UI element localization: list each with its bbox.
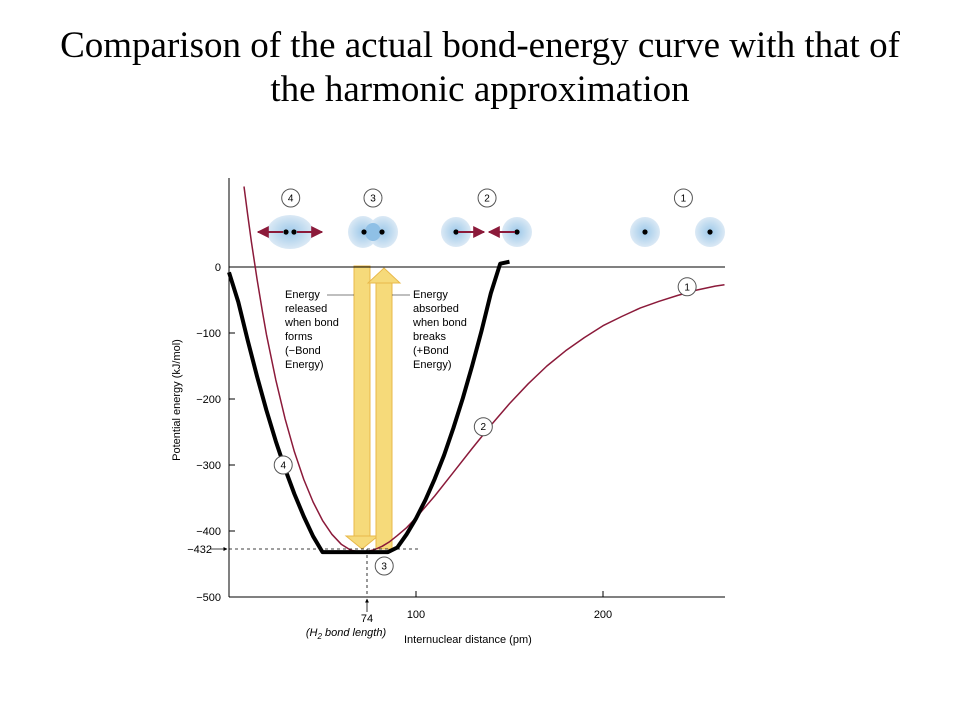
- y-axis-title: Potential energy (kJ/mol): [171, 339, 183, 461]
- bond-overlap: [365, 223, 381, 241]
- energy-absorbed-note: Energy absorbed when bond breaks (+Bond …: [412, 289, 470, 371]
- axes: 0 −100 −200 −300 −400 −500 100 200 Potential e…: [171, 178, 725, 646]
- title-line-2: the harmonic approximation: [270, 69, 690, 110]
- curve-marker-2: 2: [473, 417, 493, 437]
- x-ticks: 100 200: [407, 591, 612, 621]
- stage-number: 3: [370, 194, 376, 205]
- nucleus-dot: [642, 229, 648, 235]
- marker-label: 1: [684, 282, 690, 293]
- energy-arrows: [344, 265, 402, 550]
- stage-label-3: 3: [363, 188, 383, 208]
- minimum-y-label: −432: [187, 544, 212, 556]
- x-tick-label: 100: [407, 609, 425, 621]
- stage-number: 1: [681, 194, 687, 205]
- marker-label: 4: [280, 461, 286, 472]
- nucleus-dot: [291, 229, 297, 235]
- molecule-illustrations: [256, 215, 725, 249]
- curve-marker-3: 3: [374, 556, 394, 576]
- nucleus-dot: [707, 229, 713, 235]
- marker-label: 3: [381, 561, 387, 572]
- marker-circle: [677, 277, 697, 297]
- y-tick-label: −200: [196, 394, 221, 406]
- curves: [227, 186, 725, 555]
- stage-number: 2: [484, 194, 490, 205]
- energy-notes: Energy released when bond forms (−Bond E…: [284, 289, 470, 371]
- molecule-stage-4: [256, 215, 324, 249]
- energy-released-arrow: [344, 265, 380, 550]
- stage-label-2: 2: [477, 188, 497, 208]
- stage-circle: [477, 188, 497, 208]
- nucleus-dot: [283, 229, 289, 235]
- y-tick-label: −300: [196, 460, 221, 472]
- marker-circle: [273, 455, 293, 475]
- x-tick-label: 200: [594, 609, 612, 621]
- stage-circle: [363, 188, 383, 208]
- molecule-stage-2: [441, 217, 532, 247]
- marker-circle: [374, 556, 394, 576]
- stage-label-4: 4: [281, 188, 301, 208]
- y-tick-label: −500: [196, 592, 221, 604]
- title-line-1: Comparison of the actual bond-energy cur…: [60, 25, 900, 66]
- y-tick-label: −100: [196, 328, 221, 340]
- stage-number: 4: [288, 194, 294, 205]
- molecule-stage-3: [348, 216, 398, 248]
- y-tick-label: 0: [215, 262, 221, 274]
- nucleus-dot: [361, 229, 367, 235]
- energy-released-note: Energy released when bond forms (−Bond E…: [284, 289, 342, 371]
- stage-label-1: 1: [673, 188, 693, 208]
- stage-circle: [281, 188, 301, 208]
- energy-absorbed-arrow: [366, 267, 402, 550]
- x-axis-title: Internuclear distance (pm): [404, 634, 532, 646]
- nucleus-dot: [514, 229, 520, 235]
- y-ticks: 0 −100 −200 −300 −400 −500: [196, 262, 235, 604]
- atom-cloud: [267, 215, 313, 249]
- y-tick-label: −400: [196, 526, 221, 538]
- marker-circle: [473, 417, 493, 437]
- molecule-stage-1: [630, 217, 725, 247]
- actual-bond-energy-curve: [243, 186, 725, 553]
- marker-label: 2: [481, 422, 487, 433]
- chart-title: Comparison of the actual bond-energy cur…: [0, 24, 960, 112]
- stage-circle: [673, 188, 693, 208]
- bond-length-note: (H2 bond length): [306, 627, 387, 641]
- stage-markers: 1 2 3 4 4 3 2 1: [273, 188, 697, 576]
- nucleus-dot: [453, 229, 459, 235]
- curve-marker-1: 1: [677, 277, 697, 297]
- curve-marker-4: 4: [273, 455, 293, 475]
- minimum-x-label: 74: [361, 613, 373, 625]
- minimum-annotations: −432 74 (H2 bond length): [187, 544, 420, 641]
- nucleus-dot: [379, 229, 385, 235]
- harmonic-approximation-curve: [227, 259, 510, 555]
